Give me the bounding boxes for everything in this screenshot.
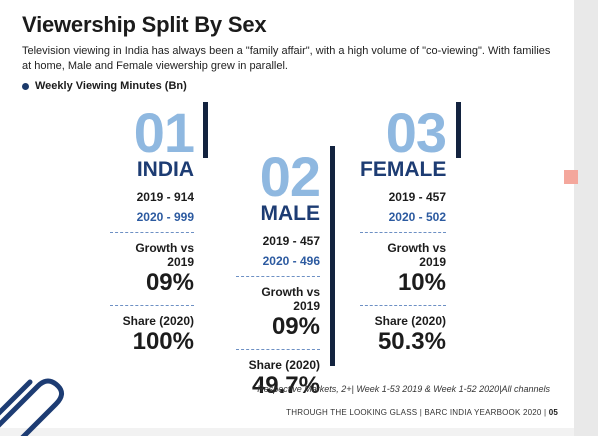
paperclip-decoration-icon <box>0 378 64 436</box>
value-2020: 2020 - 999 <box>136 210 194 224</box>
share-value: 100% <box>132 328 194 355</box>
dashed-divider <box>236 349 320 350</box>
stat-column-male: 02 MALE 2019 - 457 2020 - 496 Growth vs … <box>236 145 321 400</box>
page-tab-marker <box>564 170 578 184</box>
page-footer: THROUGH THE LOOKING GLASS | BARC INDIA Y… <box>286 408 558 417</box>
value-2019: 2019 - 914 <box>136 190 194 204</box>
page-number: 05 <box>548 408 558 417</box>
dashed-divider <box>110 305 194 306</box>
value-2019: 2019 - 457 <box>388 190 446 204</box>
legend: Weekly Viewing Minutes (Bn) <box>22 80 187 92</box>
legend-label: Weekly Viewing Minutes (Bn) <box>35 80 187 92</box>
dashed-divider <box>360 305 446 306</box>
growth-value: 09% <box>145 269 194 296</box>
source-footnote: Respective Markets, 2+| Week 1-53 2019 &… <box>257 384 550 394</box>
column-label: MALE <box>260 202 321 225</box>
page-title: Viewership Split By Sex <box>22 12 267 37</box>
column-label: INDIA <box>136 158 194 181</box>
value-2020: 2020 - 502 <box>388 210 446 224</box>
growth-value: 10% <box>397 269 446 296</box>
stat-column-india: 01 INDIA 2019 - 914 2020 - 999 Growth vs… <box>110 101 195 356</box>
share-label: Share (2020) <box>122 314 194 328</box>
column-label: FEMALE <box>360 158 447 181</box>
growth-label: Growth vs 2019 <box>135 241 194 269</box>
share-label: Share (2020) <box>374 314 446 328</box>
share-value: 49.7% <box>251 372 320 399</box>
document-page: Viewership Split By Sex Television viewi… <box>0 0 574 436</box>
column-number: 02 <box>259 145 321 208</box>
accent-bar-female <box>456 102 461 158</box>
growth-value: 09% <box>271 313 320 340</box>
accent-bar-male <box>330 146 335 366</box>
column-number: 01 <box>133 101 195 164</box>
legend-dot-icon <box>22 82 29 90</box>
share-value: 50.3% <box>377 328 446 355</box>
page-subtitle: Television viewing in India has always b… <box>22 45 551 72</box>
dashed-divider <box>236 276 320 277</box>
growth-label: Growth vs 2019 <box>261 285 320 313</box>
stat-column-female: 03 FEMALE 2019 - 457 2020 - 502 Growth v… <box>360 101 447 356</box>
value-2020: 2020 - 496 <box>262 254 320 268</box>
dashed-divider <box>110 232 194 233</box>
accent-bar-india <box>203 102 208 158</box>
adjacent-page-edge <box>574 0 598 436</box>
value-2019: 2019 - 457 <box>262 234 320 248</box>
growth-label: Growth vs 2019 <box>387 241 446 269</box>
dashed-divider <box>360 232 446 233</box>
footer-text: THROUGH THE LOOKING GLASS | BARC INDIA Y… <box>286 408 547 417</box>
column-number: 03 <box>385 101 447 164</box>
share-label: Share (2020) <box>248 358 320 372</box>
